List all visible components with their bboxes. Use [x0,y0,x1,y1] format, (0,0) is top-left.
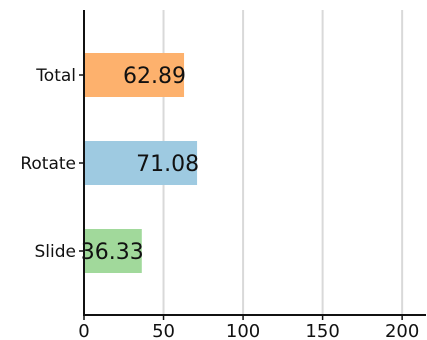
category-label-total: Total [35,66,76,86]
labels: 0 50 100 150 200 Total 62.89 Rotate 71.08 Slide 36… [20,64,419,340]
bar-total [84,53,185,97]
x-tick-label: 200 [385,321,419,340]
x-tick-label: 50 [152,321,175,340]
x-tick-label: 0 [78,321,89,340]
value-label-slide: 36.33 [81,240,144,265]
bars [84,53,198,273]
grid-lines [162,10,404,315]
value-label-rotate: 71.08 [136,152,199,177]
category-label-rotate: Rotate [20,154,76,174]
category-label-slide: Slide [35,242,77,262]
value-label-total: 62.89 [123,64,186,89]
x-tick-label: 150 [305,321,339,340]
x-tick-label: 100 [226,321,260,340]
bar-slide [84,229,142,273]
bar-rotate [84,141,198,185]
